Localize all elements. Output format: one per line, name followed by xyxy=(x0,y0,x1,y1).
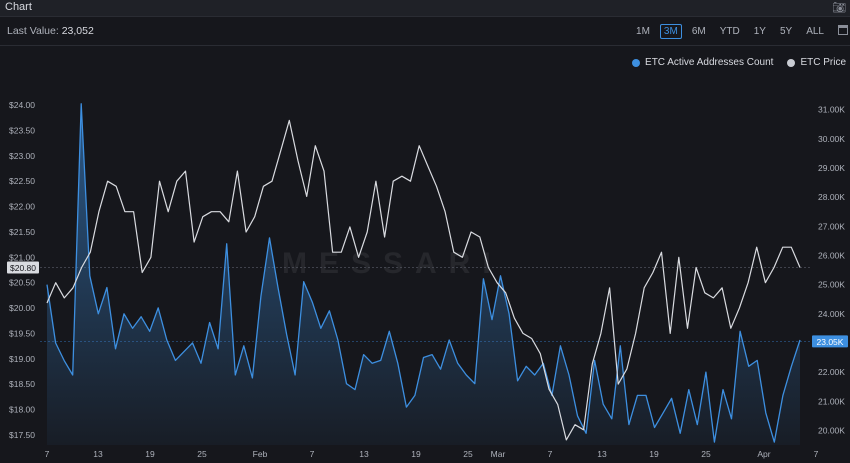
x-tick: 13 xyxy=(93,449,103,459)
y-left-tick: $21.50 xyxy=(9,227,35,237)
y-right-tick: 26.00K xyxy=(818,250,845,260)
chart-legend: ETC Active Addresses Count ETC Price xyxy=(618,57,846,68)
y-left-tick: $22.00 xyxy=(9,202,35,212)
price-current-label: $20.80 xyxy=(10,263,36,273)
y-right-tick: 21.00K xyxy=(818,396,845,406)
x-tick: 7 xyxy=(310,449,315,459)
range-button-3m[interactable]: 3M xyxy=(659,24,682,39)
x-tick: 7 xyxy=(548,449,553,459)
y-left-tick: $21.00 xyxy=(9,252,35,262)
range-button-5y[interactable]: 5Y xyxy=(779,26,793,37)
legend-swatch-addresses xyxy=(632,58,641,67)
y-left-tick: $19.00 xyxy=(9,354,35,364)
range-selector: 1M 3M 6M YTD 1Y 5Y ALL xyxy=(626,24,828,39)
y-left-tick: $22.50 xyxy=(9,176,35,186)
price-line xyxy=(46,119,801,441)
legend-item-price[interactable]: ETC Price xyxy=(787,57,846,68)
x-tick: 25 xyxy=(463,449,473,459)
y-left-tick: $20.50 xyxy=(9,278,35,288)
x-tick: 13 xyxy=(597,449,607,459)
addresses-area xyxy=(47,103,800,446)
y-right-tick: 22.00K xyxy=(818,367,845,377)
addresses-line xyxy=(46,103,801,443)
addresses-current-label: 23.05K xyxy=(817,337,844,347)
messari-watermark: MESSARI xyxy=(282,247,503,280)
legend-label-addresses: ETC Active Addresses Count xyxy=(645,57,774,68)
legend-swatch-price xyxy=(787,58,796,67)
price-current-badge xyxy=(7,261,39,274)
x-tick: Mar xyxy=(491,449,506,459)
y-left-tick: $23.00 xyxy=(9,151,35,161)
last-value-readout: Last Value: 23,052 xyxy=(7,25,94,37)
last-value-label: Last Value: xyxy=(7,25,59,37)
x-tick: Apr xyxy=(757,449,770,459)
legend-label-price: ETC Price xyxy=(800,57,846,68)
range-button-all[interactable]: ALL xyxy=(806,26,824,37)
calendar-icon[interactable] xyxy=(838,25,848,35)
y-right-tick: 27.00K xyxy=(818,221,845,231)
x-tick: 19 xyxy=(411,449,421,459)
x-tick: 25 xyxy=(197,449,207,459)
y-right-tick: 20.00K xyxy=(818,425,845,435)
y-left-tick: $18.00 xyxy=(9,404,35,414)
y-right-tick: 28.00K xyxy=(818,192,845,202)
x-tick: 19 xyxy=(649,449,659,459)
camera-icon[interactable]: 📷︎ xyxy=(832,2,846,14)
y-right-tick: 29.00K xyxy=(818,163,845,173)
range-button-6m[interactable]: 6M xyxy=(691,26,706,37)
y-left-tick: $18.50 xyxy=(9,379,35,389)
y-left-tick: $23.50 xyxy=(9,126,35,136)
range-button-ytd[interactable]: YTD xyxy=(719,26,740,37)
y-right-tick: 31.00K xyxy=(818,105,845,115)
range-button-1y[interactable]: 1Y xyxy=(753,26,766,37)
x-tick: 7 xyxy=(814,449,819,459)
y-right-tick: 30.00K xyxy=(818,134,845,144)
x-tick: 25 xyxy=(701,449,711,459)
y-left-tick: $19.50 xyxy=(9,328,35,338)
y-right-tick: 25.00K xyxy=(818,280,845,290)
y-right-tick: 24.00K xyxy=(818,309,845,319)
x-tick: 13 xyxy=(359,449,369,459)
last-value: 23,052 xyxy=(61,25,94,37)
x-tick: 19 xyxy=(145,449,155,459)
window-title: Chart xyxy=(5,1,32,13)
window-titlebar: Chart 📷︎ xyxy=(0,0,850,17)
addresses-current-badge xyxy=(812,335,848,348)
x-tick: Feb xyxy=(253,449,268,459)
legend-item-addresses[interactable]: ETC Active Addresses Count xyxy=(632,57,773,68)
y-left-tick: $24.00 xyxy=(9,100,35,110)
y-left-tick: $17.50 xyxy=(9,430,35,440)
x-tick: 7 xyxy=(45,449,50,459)
chart-toolbar: Last Value: 23,052 1M 3M 6M YTD 1Y 5Y ALL xyxy=(0,17,850,46)
range-button-1m[interactable]: 1M xyxy=(636,26,650,37)
y-left-tick: $20.00 xyxy=(9,303,35,313)
